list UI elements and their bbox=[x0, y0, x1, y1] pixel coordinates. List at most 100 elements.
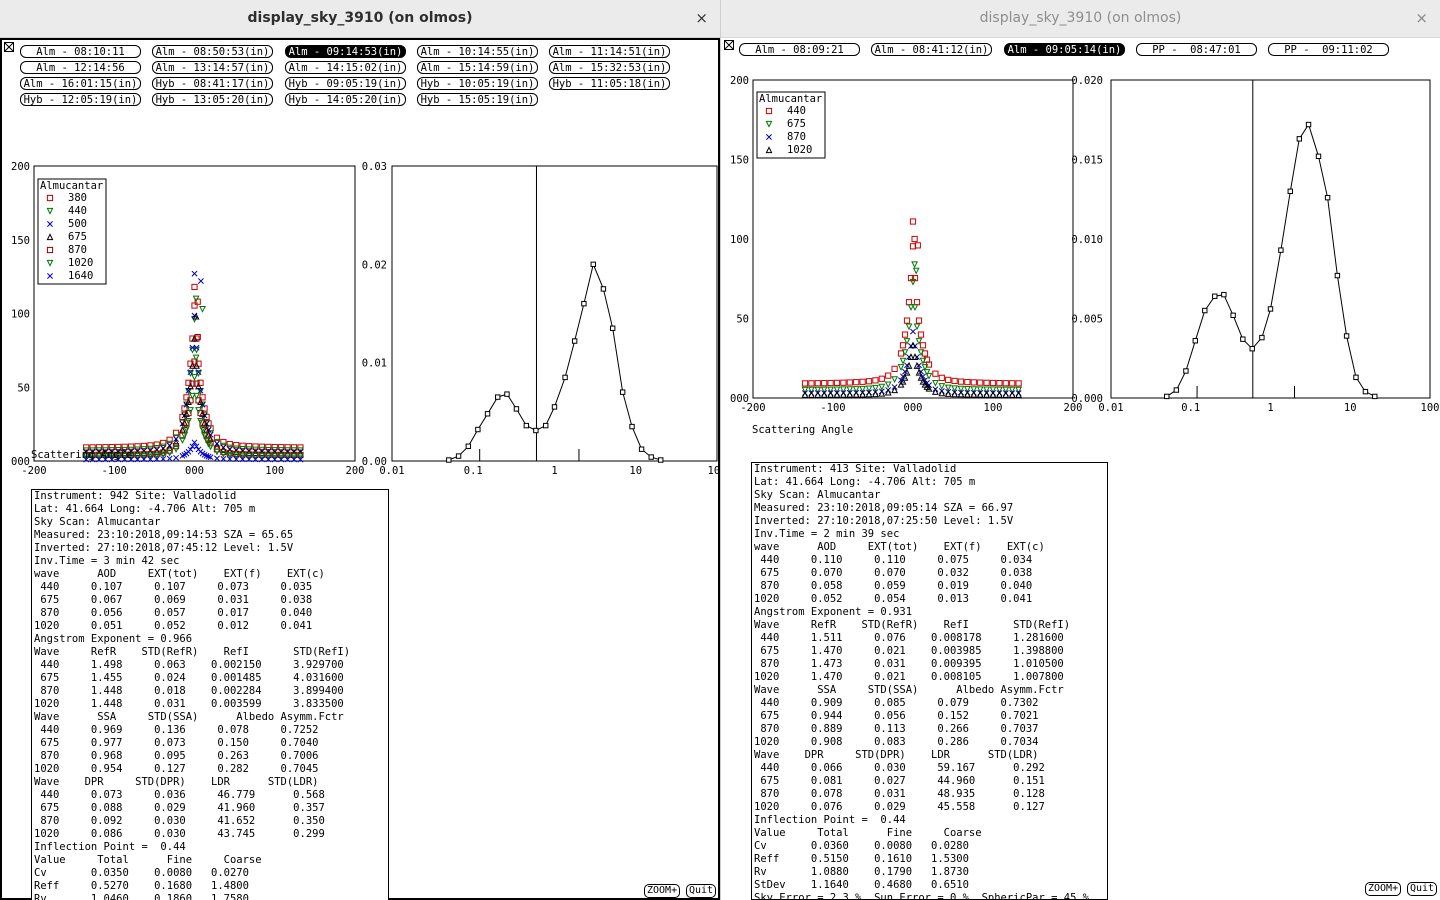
point bbox=[102, 456, 109, 463]
legend-label: 440 bbox=[787, 105, 806, 117]
scan-button[interactable]: Hyb - 10:05:19(in) bbox=[417, 77, 538, 90]
point bbox=[899, 342, 907, 349]
scan-button[interactable]: Alm - 12:14:56 bbox=[20, 61, 141, 74]
point bbox=[903, 338, 911, 345]
point bbox=[239, 448, 247, 456]
zoom-button[interactable]: ZOOM+ bbox=[644, 884, 681, 898]
scan-button[interactable]: Alm - 08:10:11 bbox=[20, 45, 141, 58]
point bbox=[159, 451, 167, 459]
point bbox=[245, 449, 253, 456]
scan-button[interactable]: Alm - 09:05:14(in) bbox=[1004, 43, 1125, 56]
legend-label: 380 bbox=[68, 192, 87, 204]
point bbox=[911, 353, 919, 360]
point bbox=[907, 353, 915, 360]
distribution-point bbox=[484, 411, 491, 417]
scan-button[interactable]: Hyb - 12:05:19(in) bbox=[20, 93, 141, 106]
point bbox=[923, 369, 931, 376]
point bbox=[827, 386, 835, 394]
point bbox=[951, 385, 959, 393]
point bbox=[865, 385, 873, 393]
quit-button[interactable]: Quit bbox=[1407, 882, 1438, 896]
scan-button[interactable]: PP - 09:11:02 bbox=[1268, 43, 1389, 56]
close-box-icon[interactable] bbox=[724, 40, 734, 50]
point bbox=[1009, 380, 1016, 387]
distribution-line bbox=[1166, 123, 1376, 397]
scan-button[interactable]: Alm - 14:15:02(in) bbox=[285, 61, 406, 74]
point bbox=[191, 334, 198, 342]
point bbox=[239, 452, 247, 460]
point bbox=[983, 379, 990, 386]
close-icon[interactable]: × bbox=[695, 9, 708, 27]
point bbox=[897, 364, 905, 371]
scan-button[interactable]: Alm - 16:01:15(in) bbox=[20, 77, 141, 90]
point bbox=[213, 448, 221, 456]
point bbox=[891, 376, 899, 384]
distribution-point bbox=[513, 406, 520, 412]
close-icon[interactable]: × bbox=[1415, 9, 1428, 27]
y-tick-label: 150 bbox=[730, 155, 749, 167]
point bbox=[921, 350, 929, 357]
point bbox=[859, 378, 866, 385]
point bbox=[801, 391, 809, 398]
point bbox=[915, 338, 923, 345]
scan-button[interactable]: Alm - 15:32:53(in) bbox=[549, 61, 670, 74]
distribution-point bbox=[1202, 307, 1208, 314]
distribution-point bbox=[1240, 336, 1246, 342]
scan-button[interactable]: Alm - 09:14:53(in) bbox=[285, 45, 406, 58]
series-440 bbox=[801, 218, 1022, 387]
point bbox=[1008, 386, 1016, 394]
scan-button[interactable]: Alm - 08:50:53(in) bbox=[152, 45, 273, 58]
point bbox=[226, 440, 233, 448]
scan-button[interactable]: Alm - 08:09:21 bbox=[739, 43, 860, 56]
point bbox=[134, 449, 141, 456]
distribution-point bbox=[1362, 388, 1369, 395]
point bbox=[957, 378, 965, 385]
distribution-point bbox=[1324, 194, 1331, 201]
distribution-point bbox=[1249, 346, 1255, 352]
point bbox=[192, 354, 200, 362]
series-1020 bbox=[82, 354, 304, 461]
point bbox=[246, 456, 253, 463]
window-titlebar[interactable]: display_sky_3910 (on olmos) × bbox=[0, 0, 720, 38]
point bbox=[108, 456, 115, 463]
point bbox=[839, 390, 847, 398]
point bbox=[970, 390, 978, 398]
quit-button[interactable]: Quit bbox=[686, 884, 717, 898]
scan-button[interactable]: Hyb - 13:05:20(in) bbox=[152, 93, 273, 106]
point bbox=[951, 377, 958, 385]
point bbox=[160, 439, 167, 447]
point bbox=[931, 388, 939, 395]
point bbox=[46, 246, 54, 254]
scan-button[interactable]: Hyb - 11:05:18(in) bbox=[549, 77, 670, 90]
point bbox=[146, 448, 154, 456]
point bbox=[114, 453, 122, 461]
retrieval-info-text: Instrument: 413 Site: Valladolid Lat: 41… bbox=[754, 463, 1090, 900]
scan-button[interactable]: Alm - 10:14:55(in) bbox=[417, 45, 538, 58]
scan-button[interactable]: PP - 08:47:01 bbox=[1136, 43, 1257, 56]
point bbox=[83, 456, 90, 463]
close-box-icon[interactable] bbox=[4, 42, 14, 52]
point bbox=[899, 377, 907, 385]
scan-button[interactable]: Alm - 11:14:51(in) bbox=[549, 45, 670, 58]
zoom-button[interactable]: ZOOM+ bbox=[1365, 882, 1402, 896]
scan-button[interactable]: Hyb - 15:05:19(in) bbox=[417, 93, 538, 106]
scan-button[interactable]: Alm - 15:14:59(in) bbox=[417, 61, 538, 74]
plot-frame bbox=[752, 79, 1074, 399]
window-titlebar[interactable]: display_sky_3910 (on olmos) × bbox=[721, 0, 1440, 38]
plot-frame bbox=[33, 165, 356, 462]
scan-button[interactable]: Hyb - 14:05:20(in) bbox=[285, 93, 406, 106]
scan-button[interactable]: Alm - 13:14:57(in) bbox=[152, 61, 273, 74]
scan-button[interactable]: Alm - 08:41:12(in) bbox=[871, 43, 992, 56]
scan-button[interactable]: Hyb - 08:41:17(in) bbox=[152, 77, 273, 90]
point bbox=[814, 386, 822, 394]
x-tick-label: 1 bbox=[551, 465, 557, 477]
x-tick-label: 000 bbox=[185, 465, 204, 477]
point bbox=[913, 299, 921, 306]
distribution-point bbox=[523, 422, 530, 429]
point bbox=[193, 392, 200, 400]
scan-button[interactable]: Hyb - 09:05:19(in) bbox=[285, 77, 406, 90]
point bbox=[827, 390, 835, 398]
point bbox=[913, 362, 921, 369]
legend-title: Almucantar bbox=[759, 93, 822, 105]
point bbox=[932, 370, 939, 377]
